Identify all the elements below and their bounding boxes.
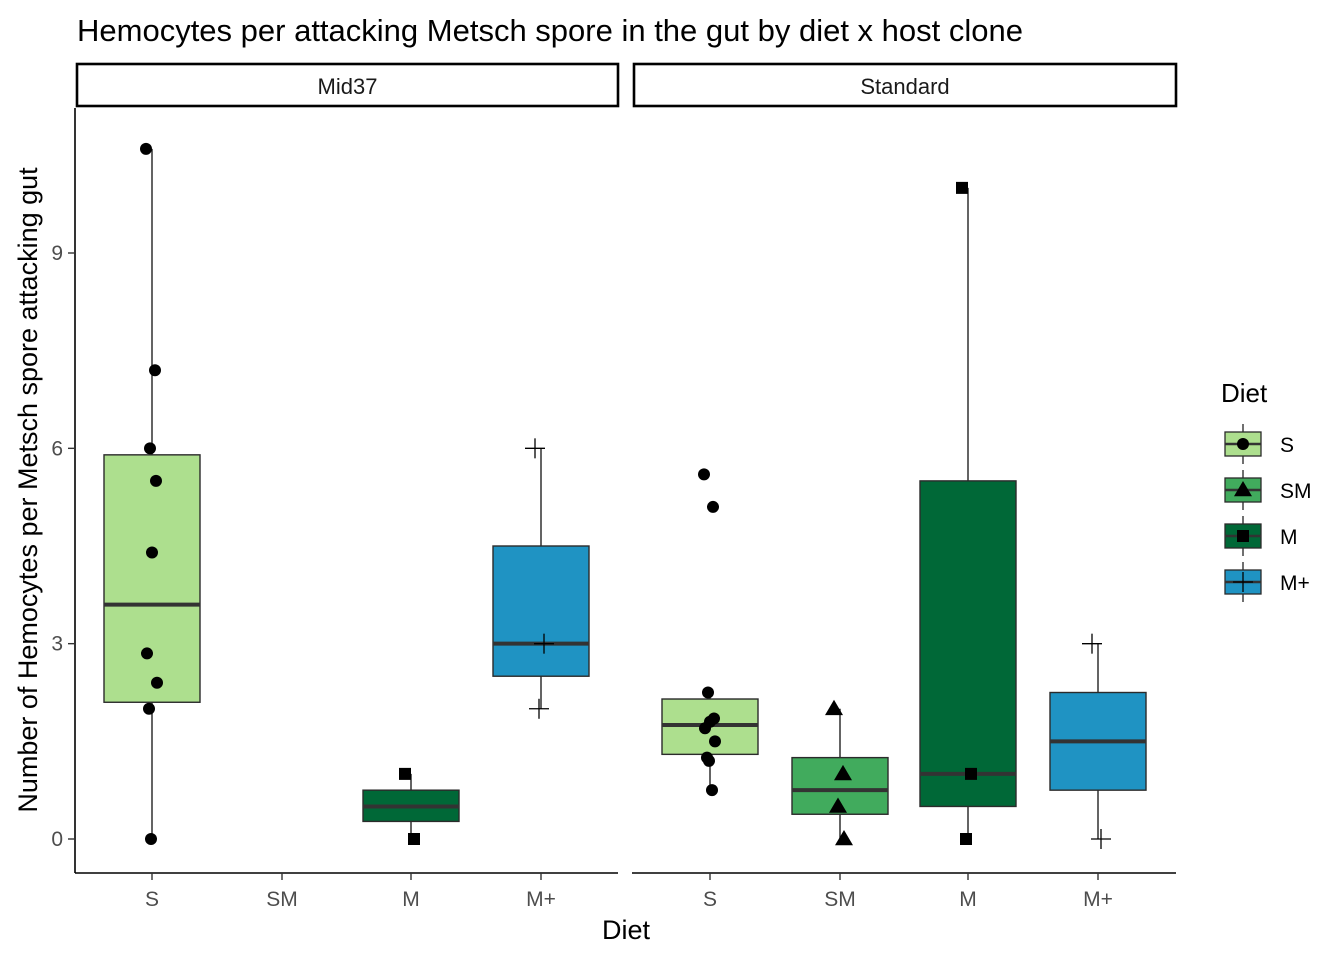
- facet-panels: Mid37 S SM M M+ Standard S SM M M+: [75, 62, 1178, 911]
- data-point: [703, 754, 715, 767]
- legend-item-label: S: [1280, 434, 1294, 457]
- legend-key-marker: [1234, 481, 1252, 497]
- data-point: [702, 686, 714, 699]
- data-point: [408, 833, 420, 845]
- legend-item-label: M: [1280, 526, 1298, 549]
- legend-item-sm: SM: [1224, 470, 1312, 510]
- legend-item-m: M: [1224, 516, 1298, 556]
- data-point: [143, 702, 155, 715]
- box-m-plus: [1049, 633, 1147, 849]
- box-m: [919, 181, 1017, 845]
- facet-strip: [75, 62, 620, 108]
- data-point: [1091, 829, 1111, 849]
- box-iqr: [103, 454, 201, 703]
- box-s: [661, 468, 759, 797]
- data-point: [834, 764, 852, 781]
- legend-key-marker: [1237, 438, 1249, 450]
- x-tick-label: S: [145, 888, 159, 911]
- x-tick-label: S: [703, 888, 717, 911]
- box-m: [362, 767, 460, 845]
- box-iqr: [492, 545, 590, 677]
- x-axis-title: Diet: [602, 915, 651, 945]
- data-point: [529, 698, 549, 719]
- legend-key-marker: [1237, 530, 1249, 542]
- data-point: [706, 784, 718, 797]
- data-point: [144, 442, 156, 455]
- chart-title: Hemocytes per attacking Metsch spore in …: [77, 13, 1023, 48]
- facet-strip: [632, 62, 1178, 108]
- box-s: [103, 142, 201, 845]
- data-point: [525, 438, 545, 459]
- legend-item-m-plus: M+: [1224, 562, 1310, 602]
- data-point: [149, 364, 161, 377]
- legend: Diet S SM M M+: [1221, 378, 1312, 602]
- data-point: [150, 474, 162, 487]
- facet-strip-label: Standard: [860, 74, 949, 99]
- data-point: [146, 546, 158, 559]
- data-point: [960, 833, 972, 845]
- y-axis-title: Number of Hemocytes per Metsch spore att…: [13, 167, 43, 813]
- legend-title: Diet: [1221, 378, 1268, 408]
- data-point: [829, 797, 847, 813]
- data-point: [399, 767, 411, 780]
- x-tick-label: M+: [1083, 888, 1113, 911]
- data-point: [835, 830, 853, 846]
- y-tick-label: 3: [51, 633, 63, 656]
- x-tick-label: SM: [266, 888, 298, 911]
- data-point: [956, 181, 968, 194]
- data-point: [698, 468, 710, 481]
- data-point: [825, 699, 843, 716]
- legend-item-s: S: [1224, 424, 1294, 464]
- y-tick-label: 0: [51, 828, 63, 851]
- data-point: [145, 833, 157, 845]
- box-sm: [791, 699, 889, 846]
- data-point: [965, 767, 977, 780]
- data-point: [151, 676, 163, 689]
- x-tick-label: M: [402, 888, 420, 911]
- data-point: [140, 142, 152, 155]
- data-point: [1082, 633, 1102, 654]
- data-point: [699, 722, 711, 735]
- x-tick-label: M+: [526, 888, 556, 911]
- facet-strip-label: Mid37: [318, 74, 378, 99]
- data-point: [141, 647, 153, 660]
- y-tick-label: 9: [51, 242, 63, 265]
- y-axis: 0 3 6 9: [51, 108, 76, 873]
- x-tick-label: M: [959, 888, 977, 911]
- x-tick-label: SM: [824, 888, 856, 911]
- data-point: [709, 735, 721, 748]
- facet-panel-standard: Standard S SM M M+: [632, 62, 1178, 911]
- y-tick-label: 6: [51, 437, 63, 460]
- legend-items: S SM M M+: [1224, 424, 1312, 602]
- legend-key-marker: [1233, 572, 1253, 592]
- legend-item-label: SM: [1280, 480, 1312, 503]
- legend-item-label: M+: [1280, 572, 1310, 595]
- data-point: [534, 633, 554, 654]
- data-point: [707, 500, 719, 513]
- box-m-plus: [492, 438, 590, 719]
- facet-panel-mid37: Mid37 S SM M M+: [75, 62, 620, 911]
- box-iqr: [919, 480, 1017, 808]
